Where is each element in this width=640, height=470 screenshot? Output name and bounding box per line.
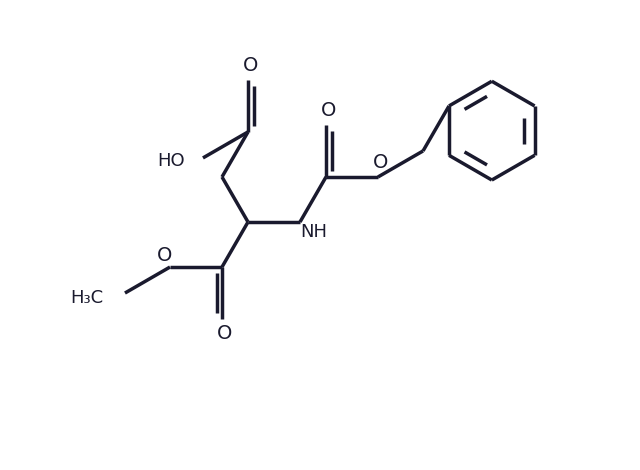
Text: HO: HO (157, 152, 185, 170)
Text: O: O (243, 56, 259, 75)
Text: H₃C: H₃C (70, 289, 103, 307)
Text: O: O (218, 323, 233, 343)
Text: O: O (321, 102, 337, 120)
Text: O: O (373, 154, 388, 172)
Text: NH: NH (301, 223, 328, 241)
Text: O: O (157, 245, 173, 265)
